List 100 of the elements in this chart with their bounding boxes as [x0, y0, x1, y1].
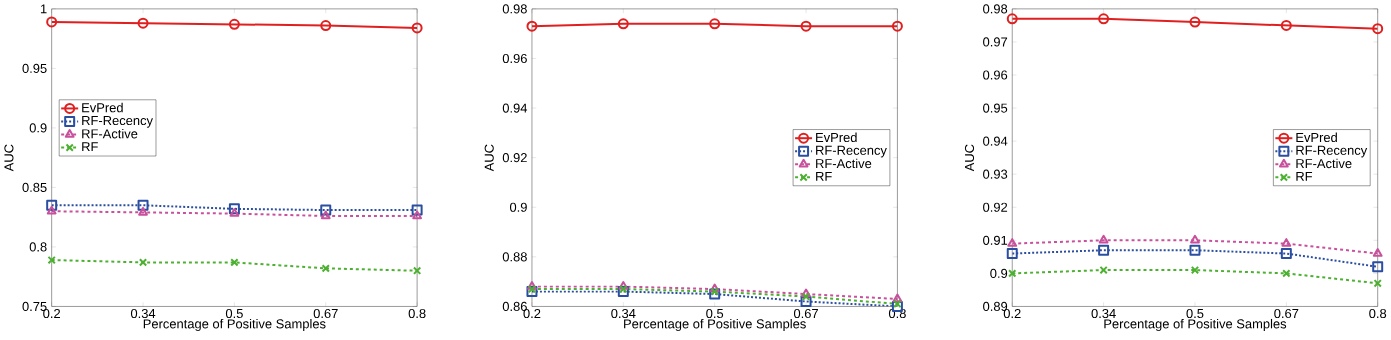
point [411, 22, 423, 34]
x-tick-label: 0.2 [43, 308, 60, 318]
point [800, 295, 812, 307]
legend-label: EvPred [1296, 132, 1337, 142]
point [801, 288, 811, 298]
x-axis-title: Percentage of Positive Samples [1104, 318, 1287, 331]
point [320, 204, 332, 216]
y-tick-label: 0.89 [983, 301, 1008, 311]
point [527, 280, 537, 290]
point [228, 18, 240, 30]
point [137, 199, 149, 211]
y-tick-label: 0.94 [502, 103, 528, 113]
legend-label: RF-Active [816, 158, 872, 168]
x-tick-label: 0.5 [225, 308, 243, 318]
x-tick-label: 0.34 [130, 308, 156, 318]
y-tick-label: 0.91 [983, 235, 1008, 245]
x-tick-label: 0.34 [1091, 308, 1116, 318]
point [412, 266, 422, 275]
x-tick-label: 0.67 [1274, 308, 1299, 318]
legend-label: RF-Active [82, 128, 138, 139]
point [1189, 244, 1201, 256]
point [1372, 247, 1383, 257]
y-tick-label: 1 [40, 4, 47, 14]
legend-label: RF [82, 142, 98, 151]
y-tick-label: 0.96 [502, 53, 527, 63]
legend-label: RF [816, 171, 832, 181]
y-tick-label: 0.95 [22, 63, 47, 73]
point [1280, 247, 1292, 259]
point [1189, 16, 1201, 28]
x-axis-title: Percentage of Positive Samples [624, 318, 806, 331]
point [710, 287, 719, 296]
point [617, 18, 629, 30]
y-tick-label: 0.92 [502, 152, 527, 163]
point [228, 203, 240, 215]
y-tick-label: 0.97 [983, 37, 1008, 47]
point [320, 19, 332, 31]
point [1190, 265, 1200, 275]
y-tick-label: 0.96 [983, 70, 1008, 80]
point [46, 205, 57, 215]
y-tick-label: 0.9 [990, 268, 1008, 278]
legend-label: RF-Recency [82, 115, 153, 128]
point [412, 210, 423, 220]
x-tick-label: 0.2 [1003, 308, 1021, 318]
point [1007, 237, 1018, 247]
point [1372, 23, 1384, 35]
x-tick-label: 0.8 [408, 308, 426, 318]
y-tick-label: 0.9 [509, 202, 527, 212]
point [46, 16, 58, 28]
y-tick-label: 0.88 [502, 252, 527, 262]
point [1006, 247, 1018, 259]
x-tick-label: 0.5 [1186, 308, 1204, 318]
point [229, 207, 240, 217]
point [891, 20, 903, 32]
point [47, 255, 56, 265]
y-tick-label: 0.86 [502, 301, 527, 311]
point [46, 199, 58, 211]
point [1098, 234, 1109, 244]
point [1098, 244, 1110, 256]
point [138, 206, 148, 216]
point [709, 18, 721, 30]
point [1006, 13, 1018, 25]
point [618, 280, 629, 290]
point [411, 204, 423, 216]
point [1372, 261, 1384, 273]
y-tick-label: 0.9 [29, 123, 47, 133]
y-tick-label: 0.93 [983, 169, 1008, 179]
legend-label: EvPred [82, 102, 123, 113]
y-tick-label: 0.98 [502, 4, 527, 14]
point [137, 17, 149, 29]
x-tick-label: 0.8 [1369, 308, 1387, 318]
legend-label: RF [1296, 171, 1313, 181]
point [892, 293, 903, 303]
y-tick-label: 0.92 [983, 202, 1008, 212]
legend-label: RF-Recency [1296, 145, 1368, 158]
y-tick-label: 0.94 [983, 136, 1008, 146]
legend-label: EvPred [816, 132, 857, 142]
y-tick-label: 0.75 [22, 301, 47, 311]
y-tick-label: 0.98 [983, 4, 1008, 14]
x-tick-label: 0.2 [523, 308, 541, 318]
y-axis-title: AUC [964, 144, 975, 172]
y-axis-title: AUC [484, 144, 494, 172]
point [1281, 237, 1292, 247]
point [230, 258, 239, 267]
point [1190, 234, 1200, 244]
x-tick-label: 0.67 [793, 308, 818, 318]
point [709, 283, 720, 293]
point [1280, 19, 1292, 31]
x-tick-label: 0.67 [313, 308, 338, 318]
point [709, 288, 721, 300]
y-axis-title: AUC [4, 144, 14, 172]
point [1282, 269, 1291, 278]
legend-label: RF-Recency [816, 145, 887, 158]
x-tick-label: 0.34 [611, 308, 636, 318]
x-tick-label: 0.5 [706, 308, 724, 318]
x-axis-title: Percentage of Positive Samples [143, 318, 326, 331]
point [800, 20, 812, 32]
y-tick-label: 0.95 [983, 103, 1008, 113]
y-tick-label: 0.85 [22, 182, 47, 192]
point [320, 210, 331, 220]
point [1098, 13, 1110, 25]
